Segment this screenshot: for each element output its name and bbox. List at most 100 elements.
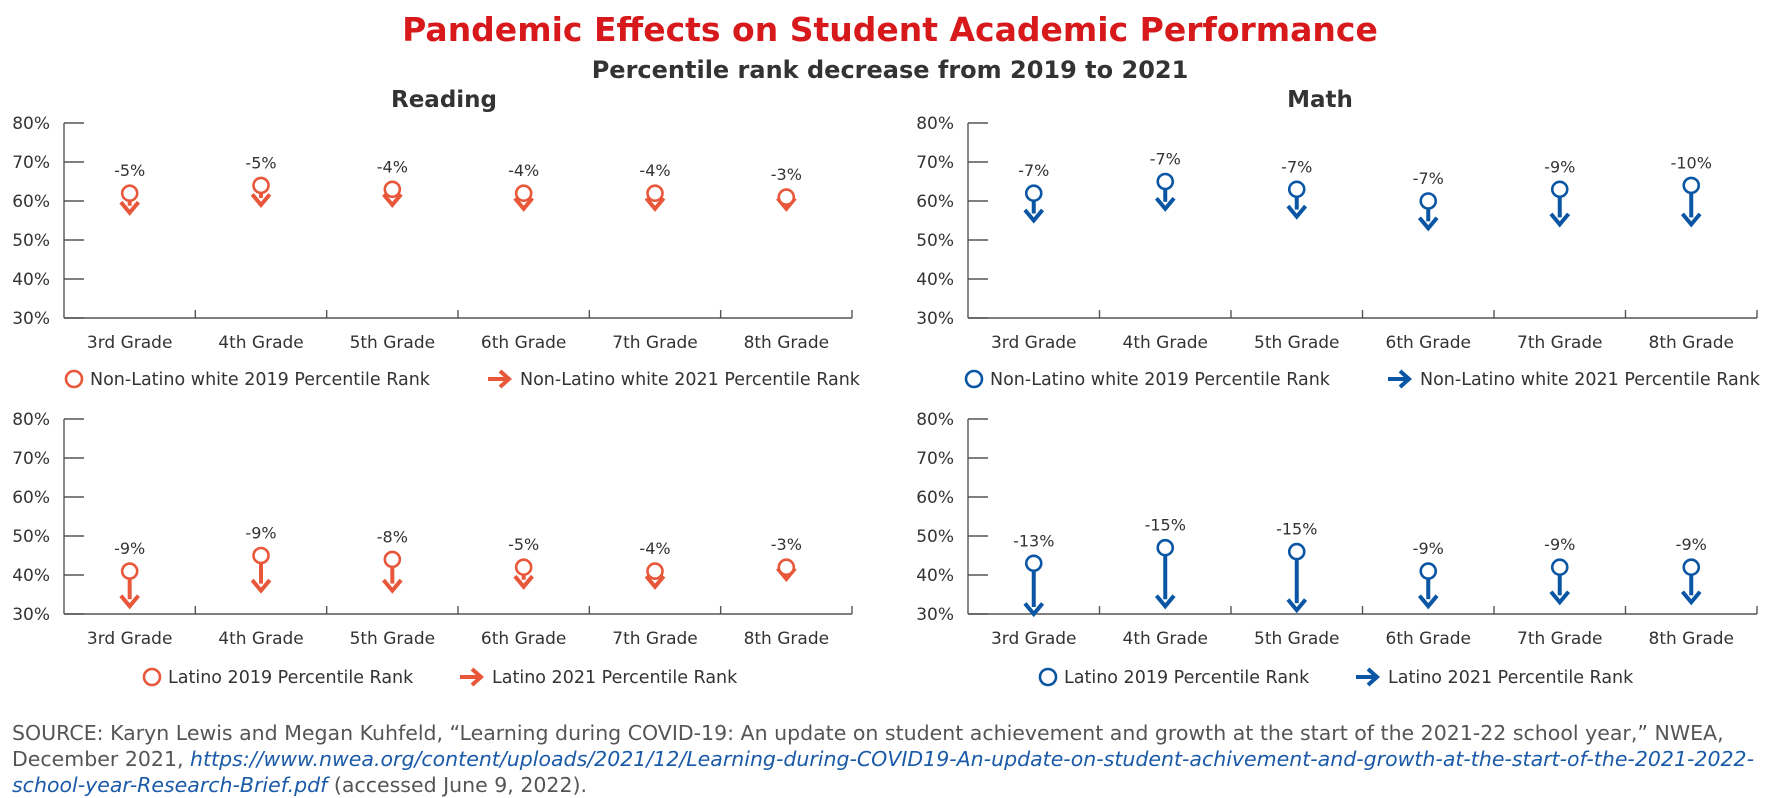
- arrow-2021-marker: [1417, 594, 1439, 610]
- y-tick-label: 30%: [12, 605, 50, 625]
- arrow-2021-marker: [1286, 598, 1308, 614]
- circle-2019-marker: [1682, 176, 1701, 195]
- circle-2019-marker: [1156, 538, 1175, 557]
- change-label: -3%: [771, 165, 802, 184]
- circle-2019-marker: [1550, 558, 1569, 577]
- legend-label-2021: Latino 2021 Percentile Rank: [1388, 668, 1634, 688]
- chart-panel-math-white: Math 80% 70% 60% 50% 40% 30% 3rd Grade -7% 4th Gr…: [916, 87, 1761, 390]
- chart-panel-reading-white: Reading 80% 70% 60% 50% 40% 30% 3rd Grade -5% 4th…: [12, 87, 861, 390]
- x-tick-label: 8th Grade: [1649, 629, 1735, 649]
- y-tick-label: 50%: [12, 231, 50, 251]
- arrow-2021-marker: [1549, 212, 1571, 228]
- legend-arrow-icon: [498, 369, 513, 389]
- y-tick-label: 70%: [916, 153, 954, 173]
- circle-2019-marker: [1682, 558, 1701, 577]
- x-tick-label: 6th Grade: [481, 629, 567, 649]
- chart-panel-reading-latino: 80% 70% 60% 50% 40% 30% 3rd Grade -9% 4th Grade -…: [12, 410, 853, 688]
- change-label: -7%: [1018, 161, 1049, 180]
- arrow-2021-marker: [1286, 204, 1308, 220]
- change-label: -4%: [377, 157, 408, 176]
- x-tick-label: 6th Grade: [1386, 333, 1472, 353]
- legend-label-2019: Non-Latino white 2019 Percentile Rank: [90, 370, 431, 390]
- change-label: -9%: [1544, 157, 1575, 176]
- circle-2019-marker: [252, 546, 270, 565]
- source-link[interactable]: https://www.nwea.org/content/uploads/202…: [12, 747, 1754, 797]
- legend-arrow-icon: [1366, 667, 1381, 687]
- change-label: -10%: [1671, 153, 1712, 172]
- charts-canvas: Reading 80% 70% 60% 50% 40% 30% 3rd Grade -5% 4th…: [12, 87, 1761, 688]
- x-tick-label: 8th Grade: [1649, 333, 1735, 353]
- y-tick-label: 60%: [916, 488, 954, 508]
- circle-2019-marker: [120, 562, 139, 580]
- legend-circle-icon: [1038, 667, 1058, 687]
- change-label: -9%: [114, 539, 145, 558]
- x-tick-label: 7th Grade: [1517, 333, 1603, 353]
- arrow-2021-marker: [1023, 208, 1045, 224]
- legend-label-2019: Non-Latino white 2019 Percentile Rank: [990, 370, 1331, 390]
- circle-2019-marker: [383, 550, 402, 569]
- circle-2019-marker: [514, 184, 533, 202]
- y-tick-label: 30%: [916, 605, 954, 625]
- x-tick-label: 5th Grade: [350, 629, 436, 649]
- legend-arrow-icon: [1398, 369, 1413, 389]
- y-tick-label: 60%: [12, 192, 50, 212]
- panel-header: Math: [1287, 87, 1353, 113]
- x-tick-label: 5th Grade: [350, 333, 436, 353]
- arrow-2021-marker: [119, 594, 140, 610]
- legend-label-2021: Non-Latino white 2021 Percentile Rank: [1420, 370, 1761, 390]
- x-tick-label: 3rd Grade: [87, 333, 173, 353]
- source-suffix: (accessed June 9, 2022).: [327, 773, 588, 797]
- x-tick-label: 6th Grade: [481, 333, 567, 353]
- x-tick-label: 3rd Grade: [991, 333, 1077, 353]
- change-label: -5%: [245, 153, 276, 172]
- arrow-2021-marker: [644, 196, 666, 212]
- arrow-2021-marker: [1417, 216, 1439, 232]
- legend-label-2021: Non-Latino white 2021 Percentile Rank: [520, 370, 861, 390]
- arrow-2021-marker: [119, 200, 140, 216]
- y-tick-label: 40%: [916, 270, 954, 290]
- circle-2019-marker: [1156, 172, 1175, 191]
- arrow-2021-marker: [644, 574, 666, 590]
- chart-subtitle: Percentile rank decrease from 2019 to 20…: [591, 56, 1189, 84]
- change-label: -5%: [508, 535, 539, 554]
- arrow-2021-marker: [382, 193, 403, 209]
- y-tick-label: 40%: [12, 270, 50, 290]
- y-tick-label: 30%: [12, 309, 50, 329]
- legend-label-2019: Latino 2019 Percentile Rank: [168, 668, 414, 688]
- change-label: -3%: [771, 535, 802, 554]
- y-tick-label: 80%: [12, 410, 50, 430]
- circle-2019-marker: [1024, 554, 1043, 573]
- change-label: -9%: [245, 524, 276, 543]
- circle-2019-marker: [1419, 192, 1438, 210]
- legend-circle-icon: [142, 667, 162, 687]
- arrow-2021-marker: [382, 578, 403, 594]
- circle-2019-marker: [1287, 542, 1306, 561]
- y-tick-label: 40%: [916, 566, 954, 586]
- y-tick-label: 80%: [916, 410, 954, 430]
- y-tick-label: 70%: [12, 153, 50, 173]
- legend-arrow-icon: [470, 667, 485, 687]
- chart-panel-math-latino: 80% 70% 60% 50% 40% 30% 3rd Grade -13% 4th Grade…: [916, 410, 1758, 688]
- circle-2019-marker: [777, 188, 796, 206]
- circle-2019-marker: [646, 562, 664, 580]
- legend-circle-icon: [64, 369, 84, 389]
- circle-2019-marker: [1024, 184, 1043, 202]
- legend-label-2019: Latino 2019 Percentile Rank: [1064, 668, 1310, 688]
- x-tick-label: 8th Grade: [744, 629, 830, 649]
- change-label: -7%: [1281, 157, 1312, 176]
- arrow-2021-marker: [1680, 212, 1702, 228]
- change-label: -9%: [1544, 535, 1575, 554]
- arrow-2021-marker: [1023, 602, 1045, 618]
- change-label: -4%: [639, 161, 670, 180]
- change-label: -4%: [508, 161, 539, 180]
- x-tick-label: 4th Grade: [218, 333, 304, 353]
- change-label: -15%: [1145, 516, 1186, 535]
- circle-2019-marker: [383, 180, 402, 199]
- y-tick-label: 60%: [916, 192, 954, 212]
- change-label: -4%: [639, 539, 670, 558]
- y-tick-label: 80%: [12, 114, 50, 134]
- x-tick-label: 7th Grade: [612, 333, 698, 353]
- x-tick-label: 5th Grade: [1254, 629, 1340, 649]
- circle-2019-marker: [1419, 562, 1438, 580]
- source-citation: SOURCE: Karyn Lewis and Megan Kuhfeld, “…: [12, 720, 1772, 798]
